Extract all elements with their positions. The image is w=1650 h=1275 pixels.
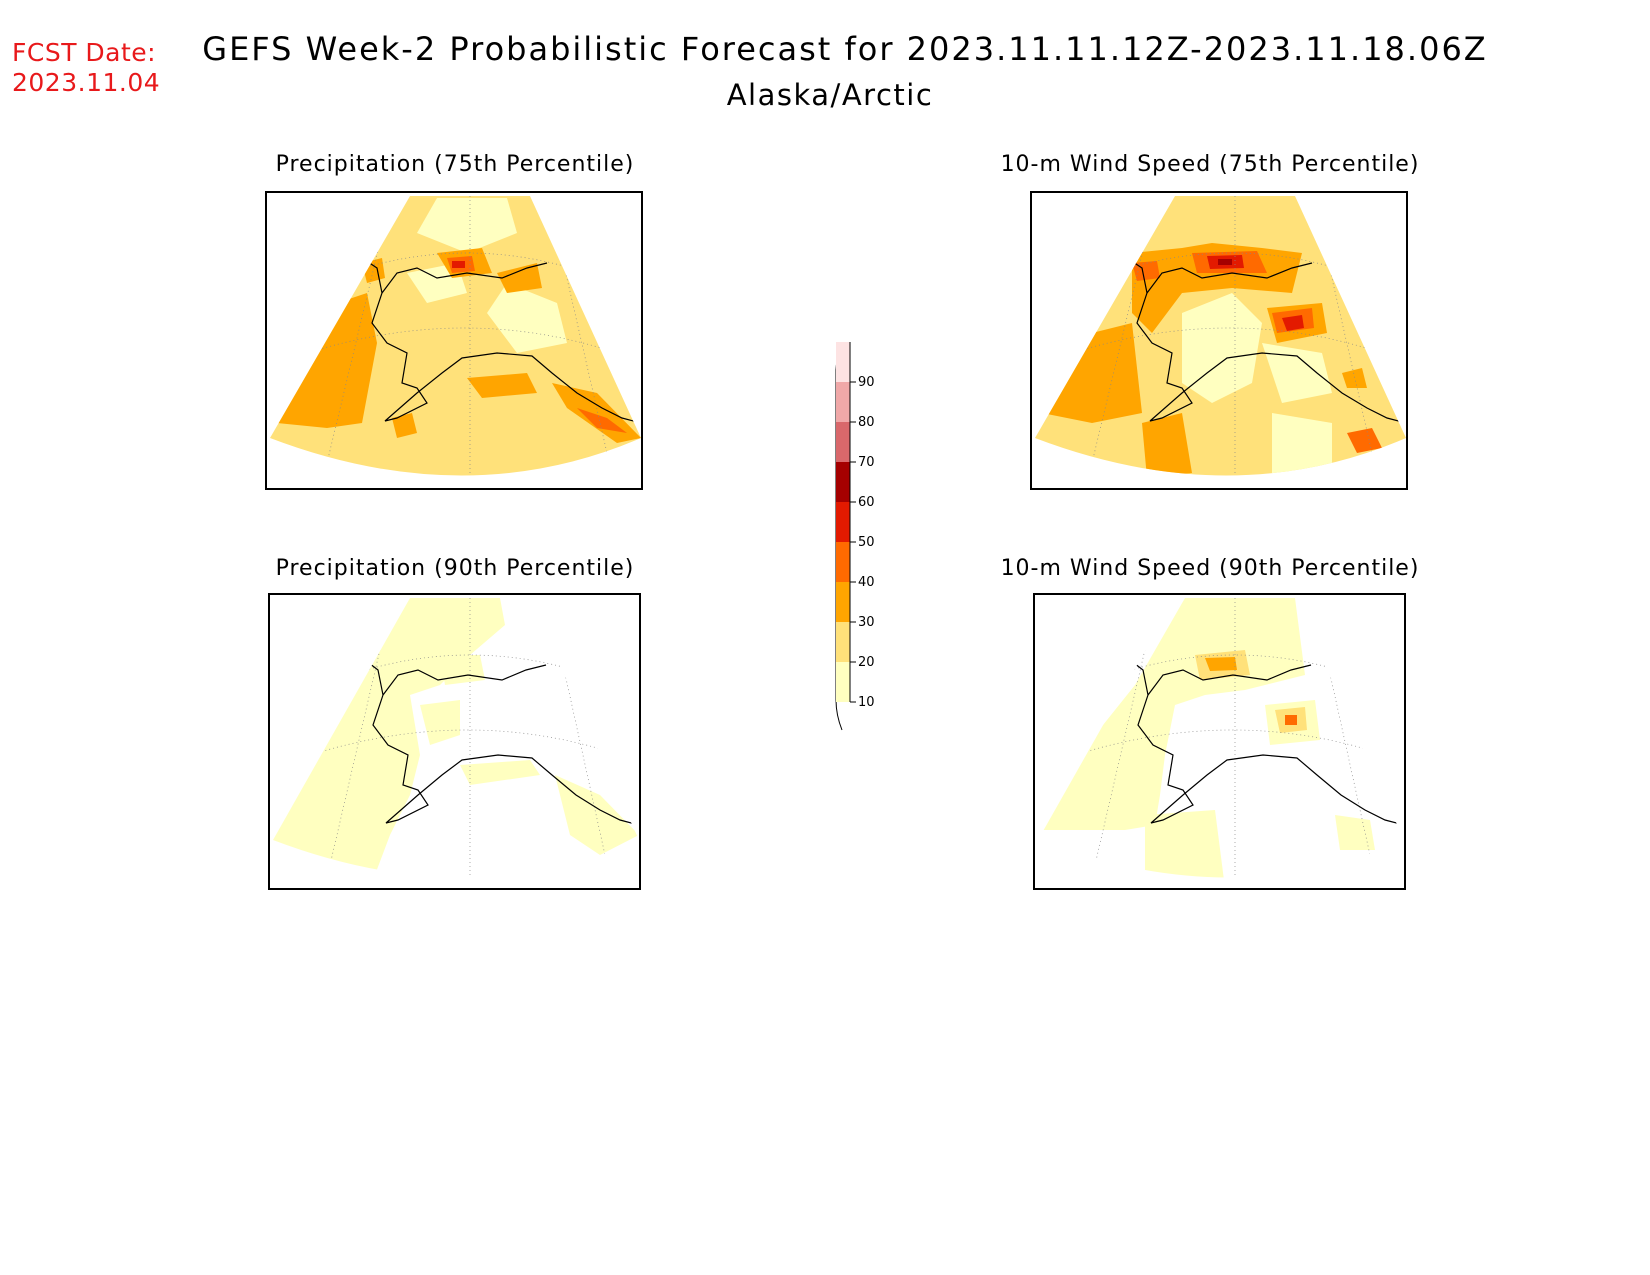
precip90-patch-10: [440, 655, 485, 685]
wind90-patch-10: [1335, 815, 1375, 850]
map-panel-wind90: [1033, 593, 1406, 890]
precip75-patch-30: [392, 413, 417, 438]
colorbar-label: 50: [858, 535, 875, 550]
wind90-patch-10: [1145, 810, 1225, 878]
region-subtitle: Alaska/Arctic: [726, 78, 934, 112]
colorbar-segment-30: [836, 582, 850, 622]
colorbar-label: 70: [858, 455, 875, 470]
colorbar-segment-40: [836, 542, 850, 582]
precip75-patch-30: [497, 263, 542, 293]
wind90-patch-30: [1205, 657, 1237, 671]
wind75-patch-10: [1182, 293, 1262, 403]
precip75-patch-10: [417, 198, 517, 253]
colorbar-segment-90: [836, 342, 850, 382]
forecast-date-value: 2023.11.04: [12, 68, 161, 97]
wind75-patch-10: [1272, 413, 1332, 473]
colorbar-label: 80: [858, 415, 875, 430]
precip75-patch-10: [487, 283, 567, 353]
precip75-patch-50: [452, 261, 465, 268]
wind75-patch-30: [1142, 413, 1192, 476]
colorbar-label: 20: [858, 655, 875, 670]
wind75-patch-40: [1347, 428, 1382, 453]
alaska-coastline: [361, 257, 641, 424]
map-panel-precip90: [268, 593, 641, 890]
colorbar-segment-50: [836, 502, 850, 542]
panel-title-wind90: 10-m Wind Speed (90th Percentile): [1000, 556, 1420, 581]
colorbar-segment-70: [836, 422, 850, 462]
alaska-coastline: [1129, 659, 1404, 826]
colorbar-segment-80: [836, 382, 850, 422]
colorbar-label: 30: [858, 615, 875, 630]
precip75-patch-40: [577, 408, 627, 433]
colorbar-label: 10: [858, 695, 875, 710]
panel-title-precip90: Precipitation (90th Percentile): [275, 556, 635, 581]
colorbar-label: 90: [858, 375, 875, 390]
precip75-patch-30: [467, 373, 537, 398]
map-panel-wind75: [1030, 191, 1408, 490]
wind90-patch-40: [1285, 715, 1297, 725]
colorbar-segment-20: [836, 622, 850, 662]
wind75-patch-50: [1282, 315, 1304, 331]
colorbar-segment-60: [836, 462, 850, 502]
wind75-patch-30: [1342, 368, 1367, 388]
map-panel-precip75: [265, 191, 643, 490]
colorbar: 10 20 30 40 50 60 70 80 90: [820, 330, 900, 754]
colorbar-label: 60: [858, 495, 875, 510]
graticule-lines: [1071, 196, 1383, 473]
wind75-patch-10: [1262, 343, 1332, 403]
precip75-patch-30: [277, 293, 377, 428]
forecast-date-caption: FCST Date:: [12, 38, 157, 67]
colorbar-label: 40: [858, 575, 875, 590]
panel-title-precip75: Precipitation (75th Percentile): [275, 152, 635, 177]
wind75-patch-30: [1042, 323, 1142, 423]
forecast-date-label: FCST Date: 2023.11.04: [12, 38, 160, 98]
panel-title-wind75: 10-m Wind Speed (75th Percentile): [1000, 152, 1420, 177]
colorbar-svg: 10 20 30 40 50 60 70 80 90: [835, 342, 875, 731]
alaska-coastline: [364, 659, 639, 826]
colorbar-segment-10: [836, 662, 850, 702]
wind75-patch-60: [1218, 259, 1232, 265]
page-title: GEFS Week-2 Probabilistic Forecast for 2…: [202, 30, 1488, 68]
precip90-patch-10: [420, 700, 460, 745]
alaska-coastline: [1126, 257, 1406, 424]
graticule-lines: [306, 196, 618, 473]
precip90-patch-10: [460, 760, 540, 785]
